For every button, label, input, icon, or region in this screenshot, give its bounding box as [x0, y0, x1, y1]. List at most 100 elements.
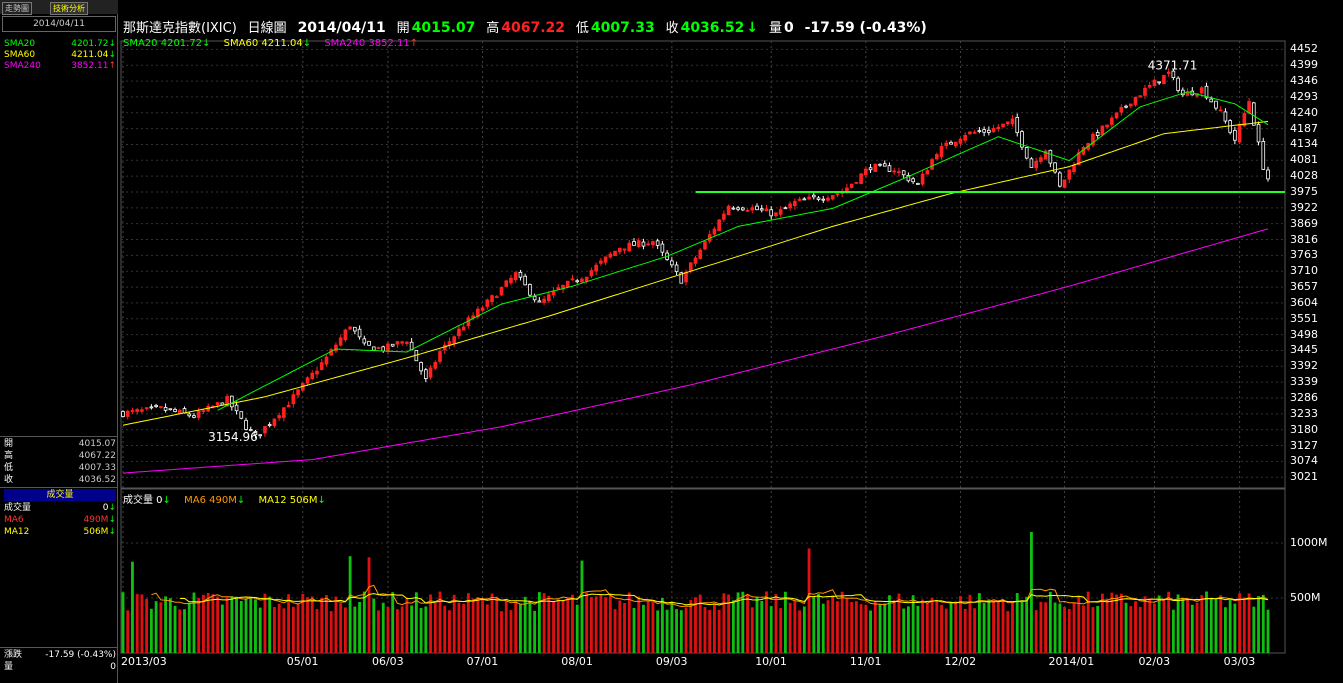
price-plot-frame: [120, 40, 1286, 489]
candle-body: [944, 142, 949, 147]
volume-bar: [438, 591, 442, 653]
volume-bar: [864, 604, 868, 653]
candle-body: [125, 410, 130, 417]
candle-body: [258, 434, 263, 437]
volume-bar: [675, 609, 678, 653]
volume-bar: [987, 599, 991, 653]
volume-bar: [433, 602, 437, 653]
volume-bar: [608, 593, 612, 653]
candle-body: [755, 205, 759, 211]
candle-body: [816, 197, 821, 200]
volume-bar: [258, 607, 262, 653]
candle-body: [1242, 113, 1247, 127]
candle-body: [277, 415, 281, 419]
volume-bar: [1082, 605, 1085, 653]
candle-body: [159, 406, 163, 408]
close-arrow: ↓: [746, 20, 759, 36]
candle-body: [494, 296, 499, 299]
volume-bar: [878, 604, 882, 653]
volume-bar: [1195, 602, 1199, 653]
candle-body: [589, 270, 594, 277]
volume-bar: [637, 596, 641, 653]
candle-body: [1233, 129, 1237, 141]
candle-body: [1152, 79, 1157, 87]
candles: [121, 68, 1270, 439]
candle-body: [679, 272, 684, 284]
candle-body: [925, 170, 930, 175]
price-ma-lines: [122, 91, 1269, 474]
candle-body: [622, 248, 627, 251]
high-label: 高: [486, 21, 500, 36]
candle-body: [381, 346, 386, 352]
volume-plot-frame: [120, 488, 1286, 654]
volume-bar: [1138, 606, 1142, 653]
candle-body: [849, 183, 854, 188]
open-value: 4015.07: [411, 20, 476, 36]
candle-body: [1072, 164, 1076, 172]
volume-bar: [604, 597, 608, 653]
volume-bar: [599, 594, 603, 653]
volume-bar: [1190, 604, 1194, 653]
volume-bar: [873, 601, 877, 653]
volume-bar: [1153, 603, 1156, 653]
candle-body: [887, 165, 892, 172]
volume-bar: [589, 597, 593, 653]
volume-bar: [353, 606, 357, 653]
candle-body: [528, 283, 532, 296]
tab-bar: 走勢圖 技術分析: [0, 0, 118, 15]
chart-title-row: 那斯達克指數(IXIC) 日線圖 2014/04/11 開 4015.07 高 40…: [123, 17, 933, 36]
volume-bar: [1039, 601, 1043, 653]
candle-body: [457, 328, 461, 337]
volume-bar: [774, 594, 778, 653]
volume-bar: [1266, 609, 1270, 653]
volume-bar: [367, 557, 371, 653]
candle-body: [400, 341, 404, 344]
y-tick-label: 4452: [1290, 42, 1318, 56]
volume-bar: [306, 597, 309, 653]
volume-bar: [149, 608, 153, 653]
candle-body: [1015, 117, 1020, 134]
y-tick-label: 3657: [1290, 280, 1318, 294]
y-tick-label: 3286: [1290, 391, 1318, 404]
volume-bar: [1096, 605, 1100, 653]
y-tick-label: 4187: [1290, 121, 1318, 135]
volume-bar: [443, 605, 447, 653]
candle-body: [556, 287, 561, 290]
volume-bar: [798, 610, 802, 653]
candle-body: [433, 362, 438, 369]
candle-body: [319, 362, 324, 370]
volume-row: 成交量 0↓: [4, 503, 116, 513]
candle-body: [603, 256, 608, 263]
sma240-line: [122, 228, 1269, 474]
index-name: 那斯達克指數(IXIC): [123, 21, 237, 36]
candle-body: [1143, 87, 1147, 96]
tab-intraday[interactable]: 走勢圖: [2, 2, 32, 15]
volume-bar: [845, 597, 849, 653]
y-tick-label: 3763: [1290, 248, 1318, 262]
volume-bar: [836, 601, 839, 653]
candle-body: [1029, 158, 1034, 168]
divider: [0, 487, 117, 488]
y-tick-label: 3392: [1290, 359, 1318, 373]
header-date: 2014/04/11: [297, 20, 386, 36]
candle-body: [570, 278, 575, 281]
y-tick-label: 3021: [1290, 470, 1318, 484]
candle-body: [282, 407, 286, 418]
volume-bar: [594, 596, 598, 653]
sma20-value: 4201.72↓: [71, 39, 116, 49]
candle-body: [144, 407, 149, 410]
tab-technical[interactable]: 技術分析: [50, 2, 88, 15]
y-tick-label: 4134: [1290, 137, 1318, 151]
volume-bar: [1224, 607, 1227, 653]
ma12-row: MA12 506M↓: [4, 527, 116, 537]
volume-bar: [982, 603, 986, 653]
candle-body: [1218, 109, 1223, 112]
sma20-row: SMA20 4201.72↓: [4, 39, 116, 50]
volume-bar: [471, 598, 475, 653]
candle-body: [613, 250, 617, 257]
volume-bar: [1091, 607, 1095, 653]
candle-body: [1058, 172, 1062, 187]
volume-bar: [1110, 592, 1114, 653]
